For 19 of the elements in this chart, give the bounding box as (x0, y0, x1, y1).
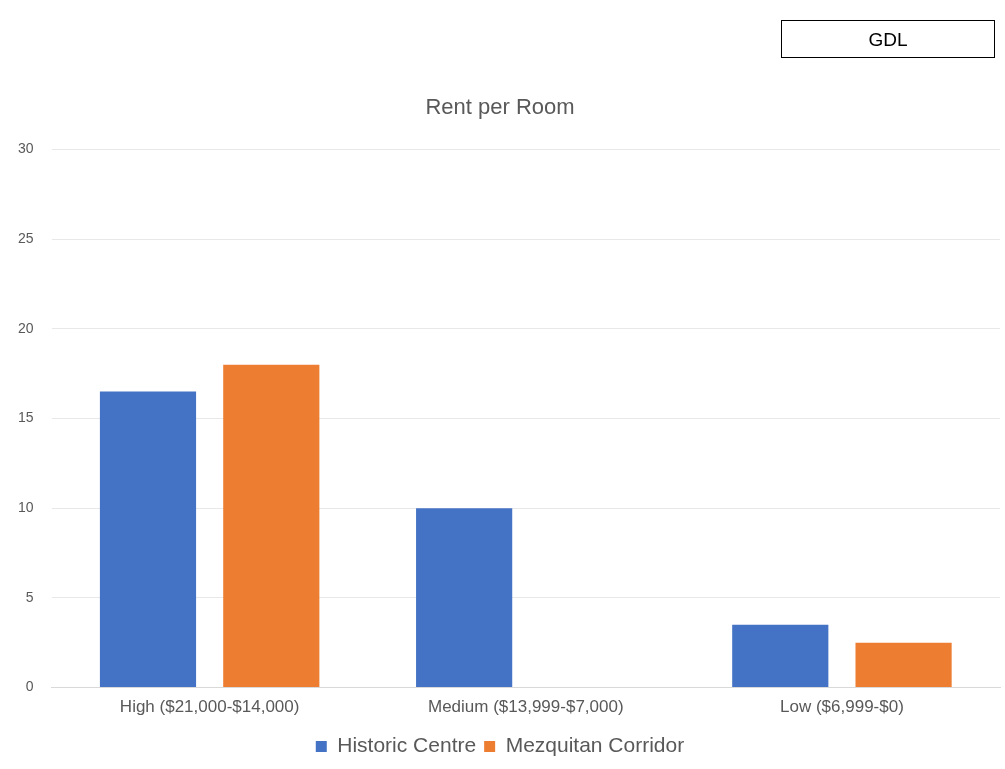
legend-label: Historic Centre (337, 733, 477, 757)
x-tick-label: High ($21,000-$14,000) (119, 697, 300, 717)
x-tick-label: Medium ($13,999-$7,000) (427, 697, 624, 717)
bar (223, 364, 320, 688)
bar (416, 508, 513, 688)
y-tick-label: 30 (17, 140, 34, 157)
y-tick-label: 25 (17, 229, 34, 246)
bar (732, 624, 829, 688)
legend-label: Mezquitan Corridor (505, 733, 685, 757)
y-tick-label: 0 (25, 678, 34, 695)
y-tick-label: 15 (17, 409, 34, 426)
bar (855, 642, 952, 688)
y-tick-label: 10 (17, 499, 34, 516)
x-tick-label: Low ($6,999-$0) (780, 697, 904, 717)
text: GDL (781, 20, 995, 58)
y-tick-label: 5 (25, 588, 34, 605)
y-tick-label: 20 (17, 319, 34, 336)
chart-title: Rent per Room (425, 94, 575, 120)
bar (99, 391, 197, 688)
